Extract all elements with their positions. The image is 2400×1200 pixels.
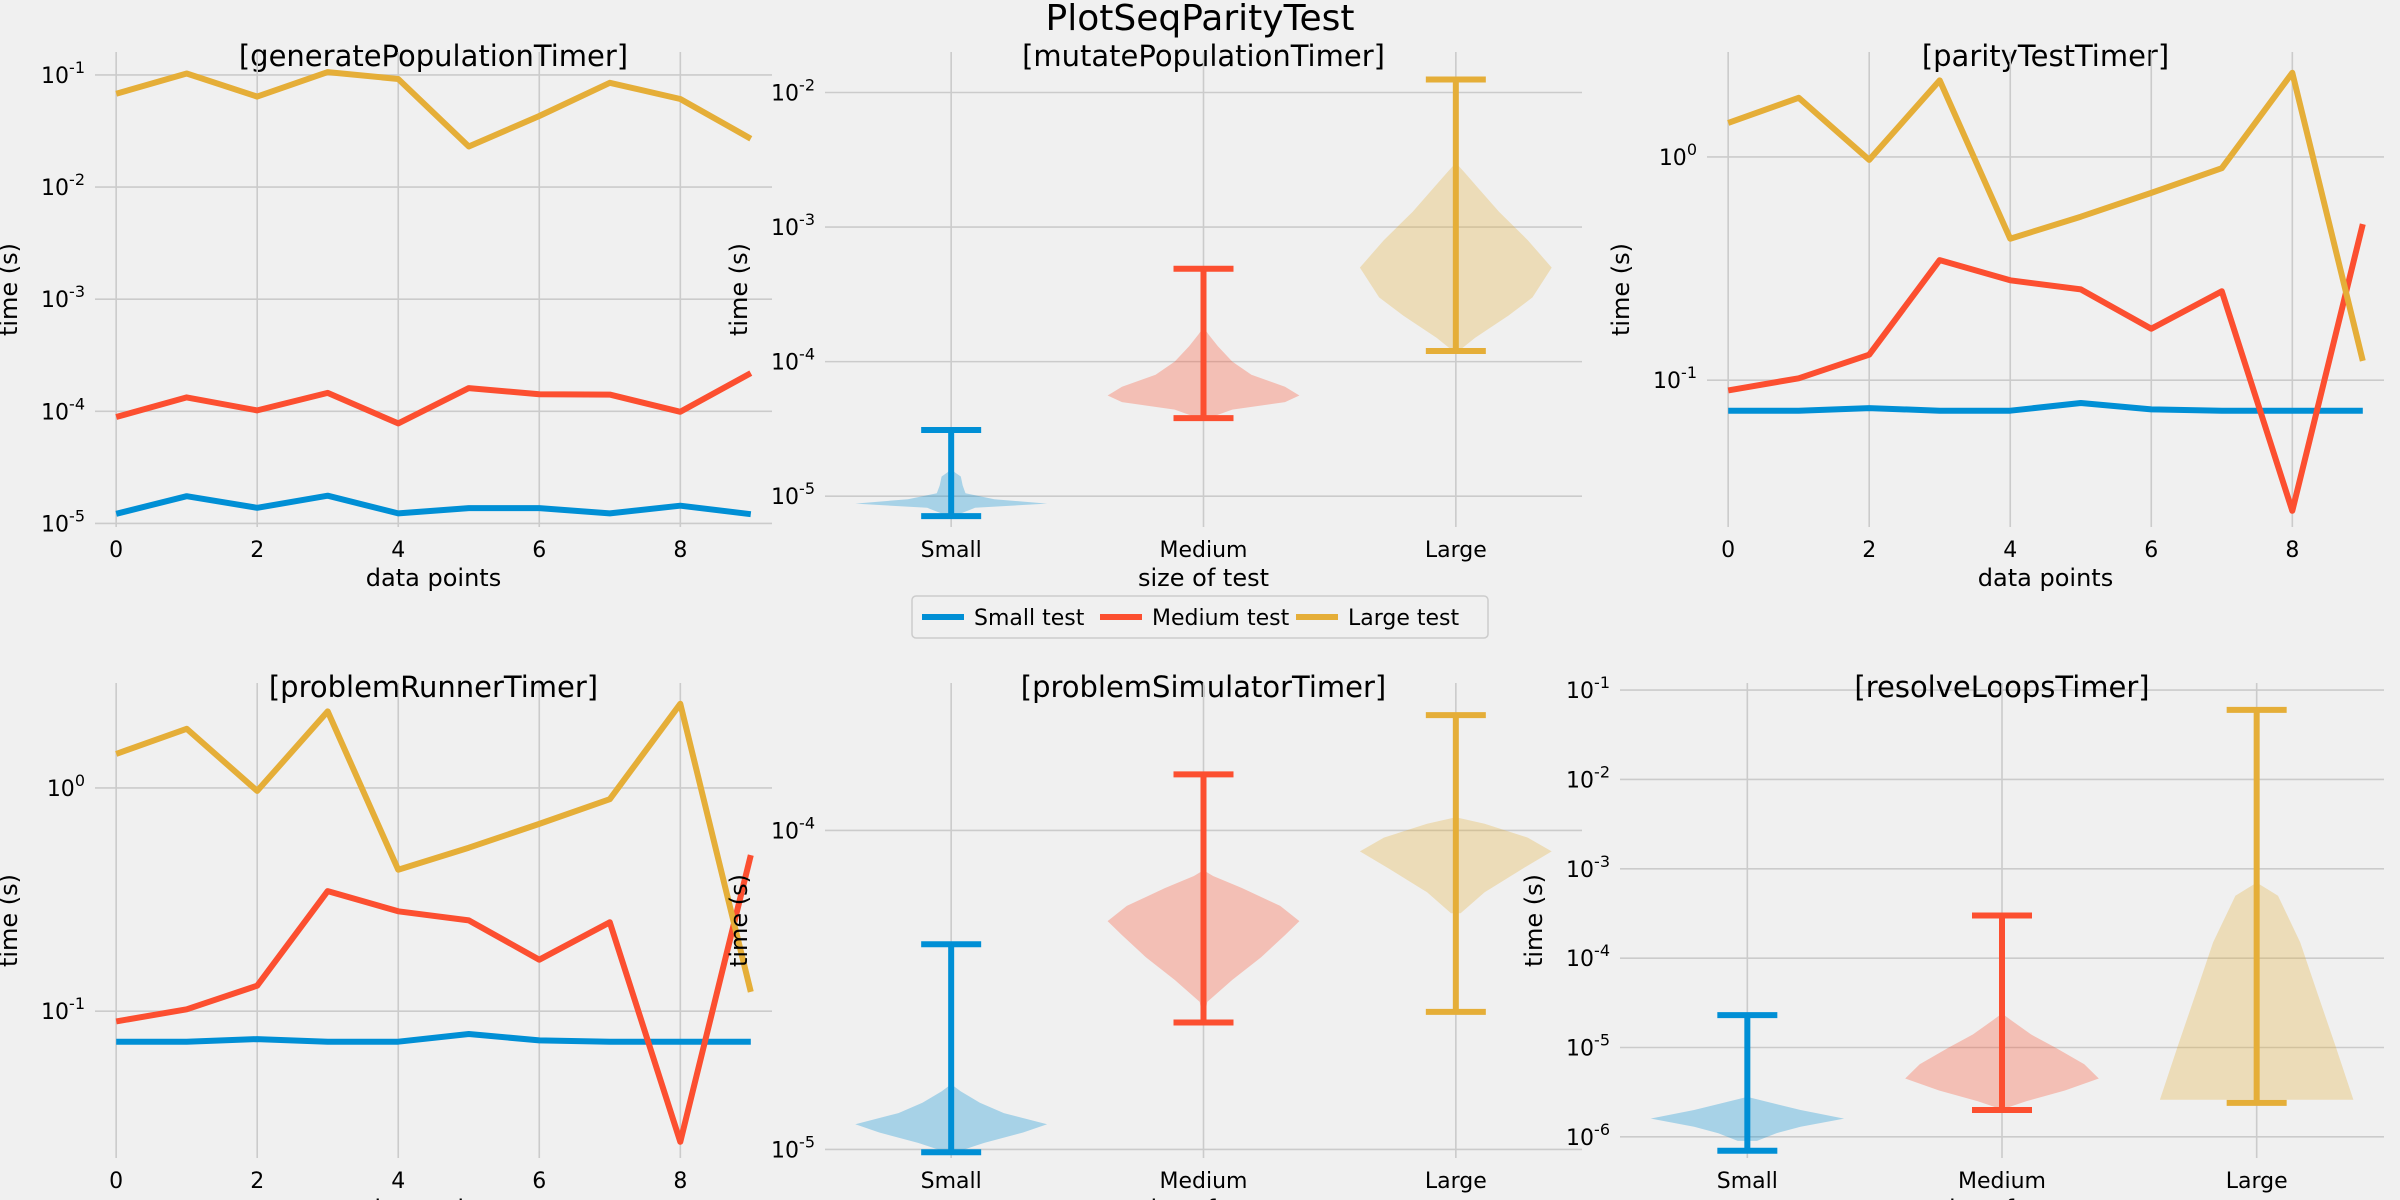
- subplot-problemrunnertimer: 10-1 100 time (s) data points [problemRunner…: [0, 670, 772, 1200]
- subplot-resolveloopstimer: 10-6 10-5 10-4 10-3 10-2 10-1 time (s) size of …: [1520, 670, 2384, 1200]
- subplots: 10-5 10-4 10-3 10-2 10-1 time (s) data points […: [0, 39, 2384, 1200]
- x-tick-label: 8: [673, 538, 687, 563]
- series-line-large-test: [115, 700, 754, 993]
- x-tick-label: 6: [532, 1169, 546, 1194]
- y-tick-label: 10-5: [771, 1132, 815, 1163]
- y-tick-label: 10-3: [771, 210, 815, 241]
- legend: Small test Medium test Large test: [911, 595, 1489, 639]
- x-tick-label: 0: [109, 538, 123, 563]
- figure-title: PlotSeqParityTest: [1046, 0, 1355, 39]
- x-tick-label: Large: [2226, 1169, 2288, 1194]
- x-axis-label: data points: [366, 564, 501, 592]
- x-axis-label: data points: [366, 1195, 501, 1200]
- legend-label-small-test: Small test: [974, 606, 1085, 631]
- y-tick-label: 10-4: [1566, 941, 1610, 972]
- y-tick-label: 10-1: [1653, 363, 1697, 394]
- subplot-paritytesttimer: 10-1 100 time (s) data points [parityTestTim…: [1607, 39, 2384, 592]
- series-line-small-test: [115, 492, 752, 518]
- legend-label-medium-test: Medium test: [1152, 606, 1290, 631]
- x-tick-label: Medium: [1160, 538, 1248, 563]
- y-tick-label: 10-4: [771, 345, 815, 376]
- x-tick-label: 6: [532, 538, 546, 563]
- y-tick-label: 100: [47, 771, 85, 802]
- x-tick-label: 6: [2144, 538, 2158, 563]
- y-tick-label: 10-5: [1566, 1031, 1610, 1062]
- x-tick-label: 2: [250, 538, 264, 563]
- y-tick-label: 10-1: [41, 994, 85, 1025]
- y-tick-label: 10-5: [771, 479, 815, 510]
- subplot-title: [parityTestTimer]: [1922, 39, 2169, 73]
- y-tick-label: 10-3: [1566, 852, 1610, 883]
- x-tick-label: 2: [1862, 538, 1876, 563]
- y-axis-label: time (s): [0, 874, 23, 967]
- y-tick-label: 10-1: [41, 58, 85, 89]
- y-axis-label: time (s): [1520, 874, 1548, 967]
- y-axis-label: time (s): [0, 243, 23, 336]
- x-tick-label: 4: [391, 538, 405, 563]
- series-line-medium-test: [115, 854, 754, 1145]
- y-tick-label: 100: [1659, 140, 1697, 171]
- x-tick-label: 8: [673, 1169, 687, 1194]
- x-tick-label: Small: [921, 538, 982, 563]
- y-tick-label: 10-6: [1566, 1120, 1610, 1151]
- x-tick-label: Medium: [1160, 1169, 1248, 1194]
- x-tick-label: Large: [1425, 1169, 1487, 1194]
- legend-label-large-test: Large test: [1348, 606, 1460, 631]
- y-tick-label: 10-4: [771, 813, 815, 844]
- x-axis-label: size of test: [1138, 1195, 1269, 1200]
- y-tick-label: 10-2: [1566, 762, 1610, 793]
- y-axis-label: time (s): [725, 243, 753, 336]
- series-line-medium-test: [115, 370, 753, 427]
- y-axis-label: time (s): [725, 874, 753, 967]
- x-tick-label: Small: [1717, 1169, 1778, 1194]
- x-axis-label: size of test: [1936, 1195, 2067, 1200]
- legend-frame: [911, 595, 1489, 639]
- x-tick-label: 8: [2285, 538, 2299, 563]
- x-axis-label: data points: [1978, 564, 2113, 592]
- y-axis-label: time (s): [1607, 243, 1635, 336]
- subplot-title: [problemRunnerTimer]: [269, 670, 598, 704]
- y-tick-label: 10-5: [41, 506, 85, 537]
- subplot-title: [generatePopulationTimer]: [239, 39, 628, 73]
- x-tick-label: 0: [1721, 538, 1735, 563]
- subplot-generatepopulationtimer: 10-5 10-4 10-3 10-2 10-1 time (s) data points […: [0, 39, 772, 592]
- series-line-medium-test: [1727, 223, 2366, 514]
- y-tick-label: 10-1: [1566, 673, 1610, 704]
- x-tick-label: 0: [109, 1169, 123, 1194]
- x-tick-label: Medium: [1958, 1169, 2046, 1194]
- series-line-large-test: [1727, 69, 2366, 362]
- y-tick-label: 10-4: [41, 394, 85, 425]
- y-tick-label: 10-2: [41, 170, 85, 201]
- x-tick-label: Small: [921, 1169, 982, 1194]
- x-axis-label: size of test: [1138, 564, 1269, 592]
- series-line-large-test: [115, 69, 753, 150]
- y-tick-label: 10-2: [771, 76, 815, 107]
- x-tick-label: 2: [250, 1169, 264, 1194]
- x-tick-label: Large: [1425, 538, 1487, 563]
- x-tick-label: 4: [2003, 538, 2017, 563]
- x-tick-label: 4: [391, 1169, 405, 1194]
- y-tick-label: 10-3: [41, 282, 85, 313]
